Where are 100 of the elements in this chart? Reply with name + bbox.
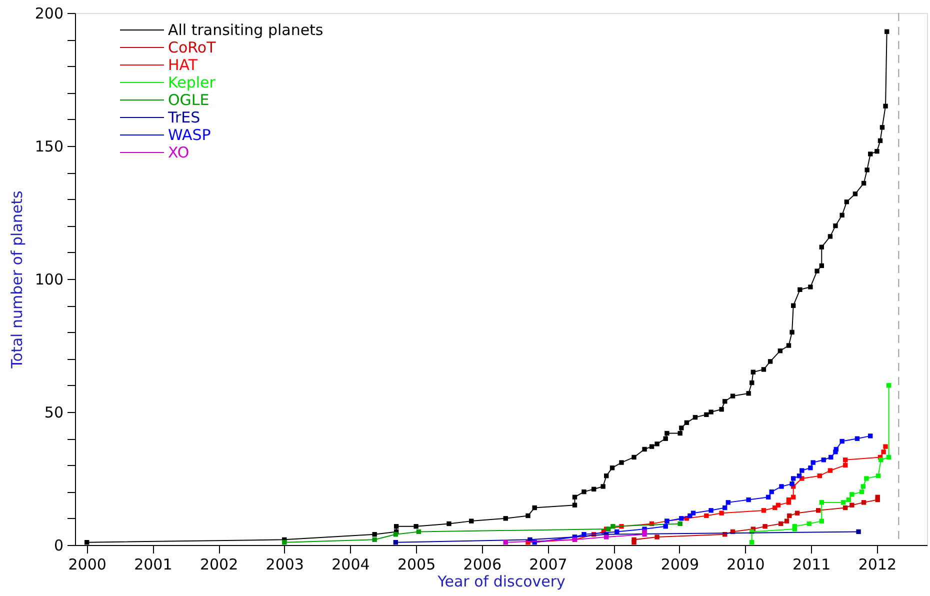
point — [679, 516, 684, 521]
point — [769, 489, 774, 494]
legend-label: WASP — [168, 126, 211, 144]
y-axis-title: Total number of planets — [8, 190, 26, 370]
point — [393, 532, 398, 537]
point — [846, 497, 851, 502]
point — [850, 502, 854, 508]
point — [719, 510, 724, 516]
point — [790, 481, 794, 486]
point — [663, 524, 668, 529]
point — [860, 484, 866, 489]
point — [614, 529, 620, 534]
point — [817, 473, 822, 478]
point — [776, 502, 781, 508]
point — [787, 513, 792, 518]
point — [800, 468, 804, 473]
x-tick-label: 2011 — [792, 556, 831, 574]
point — [806, 521, 812, 526]
x-tick-label: 2009 — [660, 556, 700, 574]
point — [761, 508, 766, 513]
legend-label: CoRoT — [168, 38, 217, 56]
y-tick-label: 200 — [34, 4, 64, 22]
point — [828, 454, 834, 460]
point — [372, 537, 377, 542]
x-tick-label: 2010 — [726, 556, 765, 574]
point — [690, 510, 696, 516]
legend-label: TrES — [167, 108, 200, 126]
point — [704, 513, 709, 518]
point — [393, 540, 398, 545]
point — [632, 537, 636, 542]
point — [854, 436, 860, 441]
y-tick-label: 50 — [44, 404, 64, 422]
point — [416, 529, 422, 534]
legend-label: OGLE — [168, 91, 210, 109]
point — [841, 500, 846, 505]
point — [746, 497, 751, 502]
legend-label: Kepler — [168, 74, 216, 92]
point — [582, 532, 586, 537]
point — [642, 529, 647, 534]
point — [843, 505, 848, 510]
legend-label: All transiting planets — [168, 21, 324, 39]
point — [876, 473, 881, 478]
x-tick-label: 2005 — [397, 556, 436, 574]
point — [881, 450, 886, 454]
point — [859, 489, 864, 494]
point — [834, 446, 838, 452]
y-tick-label: 150 — [34, 138, 64, 156]
point — [792, 524, 797, 529]
point — [843, 462, 848, 468]
point — [726, 500, 730, 505]
point — [722, 505, 728, 510]
legend-label: HAT — [168, 56, 198, 74]
point — [779, 484, 784, 489]
y-tick-label: 100 — [34, 270, 64, 288]
x-tick-label: 2007 — [529, 556, 568, 574]
point — [790, 494, 796, 500]
x-tick-label: 2003 — [266, 556, 304, 574]
point — [856, 529, 861, 534]
point — [840, 438, 844, 444]
point — [610, 524, 616, 529]
point — [828, 468, 833, 473]
x-tick-label: 2004 — [332, 556, 370, 574]
point — [864, 476, 869, 481]
point — [282, 540, 287, 545]
point — [762, 524, 768, 529]
point — [843, 458, 848, 462]
point — [796, 473, 802, 478]
point — [766, 494, 771, 500]
point — [886, 454, 892, 460]
point — [878, 458, 884, 462]
legend-label: XO — [168, 144, 190, 162]
y-tick-label: 0 — [54, 536, 64, 554]
x-tick-label: 2001 — [134, 556, 172, 574]
point — [790, 476, 796, 481]
point — [821, 458, 826, 462]
point — [883, 444, 888, 449]
point — [708, 508, 714, 513]
point — [850, 492, 854, 497]
point — [808, 466, 813, 470]
point — [886, 383, 892, 388]
x-tick-label: 2000 — [68, 556, 106, 574]
point — [861, 500, 866, 505]
x-tick-label: 2002 — [200, 556, 238, 574]
point — [810, 460, 816, 465]
point — [654, 534, 660, 540]
point — [778, 521, 784, 526]
point — [875, 494, 880, 500]
x-tick-label: 2012 — [858, 556, 897, 574]
point — [816, 508, 821, 513]
point — [868, 434, 873, 438]
point — [819, 518, 824, 524]
point — [750, 540, 754, 545]
x-tick-label: 2008 — [594, 556, 634, 574]
point — [678, 521, 682, 526]
point — [604, 534, 609, 540]
point — [503, 540, 508, 545]
point — [819, 500, 824, 505]
x-tick-label: 2006 — [463, 556, 502, 574]
point — [794, 510, 800, 516]
point — [784, 518, 790, 524]
